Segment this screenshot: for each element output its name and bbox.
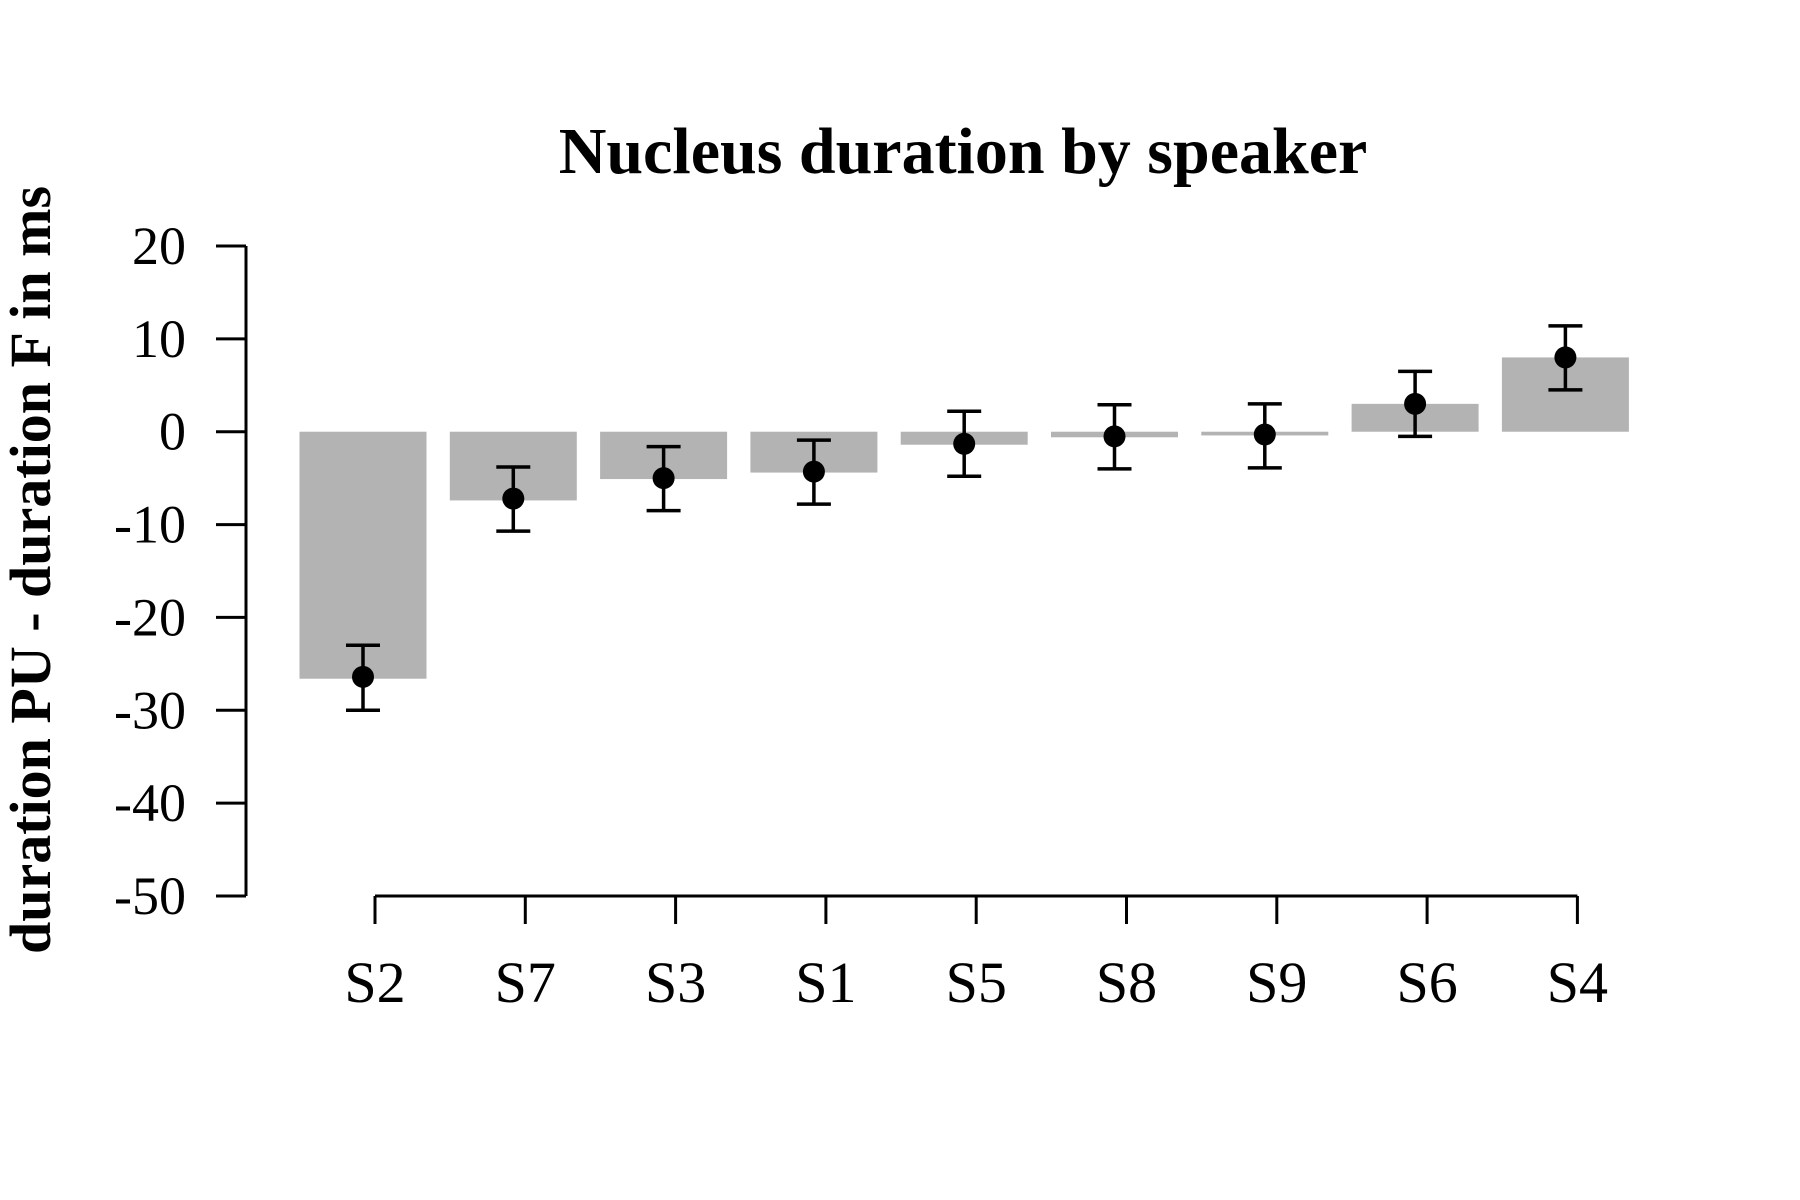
x-tick-label-s1: S1 bbox=[795, 950, 856, 1015]
points-layer bbox=[352, 346, 1577, 688]
y-tick-label: 20 bbox=[132, 216, 186, 276]
x-tick-label-s9: S9 bbox=[1246, 950, 1307, 1015]
point-s8 bbox=[1103, 425, 1126, 448]
x-tick-label-s2: S2 bbox=[344, 950, 405, 1015]
x-tick-label-s6: S6 bbox=[1396, 950, 1457, 1015]
y-tick-label: -10 bbox=[114, 495, 186, 555]
point-s7 bbox=[502, 487, 525, 510]
y-tick-label: 10 bbox=[132, 309, 186, 369]
y-tick-label: -40 bbox=[114, 773, 186, 833]
error-bars-layer bbox=[346, 324, 1583, 713]
x-axis: S2 S7 S3 S1 S5 S8 S9 S6 S4 bbox=[344, 894, 1608, 1015]
point-s3 bbox=[652, 467, 675, 490]
y-tick-label: -50 bbox=[114, 866, 186, 926]
y-tick-label: 0 bbox=[159, 402, 186, 462]
bar-s2 bbox=[299, 431, 427, 679]
y-tick-label: -30 bbox=[114, 680, 186, 740]
chart-title: Nucleus duration by speaker bbox=[559, 115, 1368, 188]
point-s2 bbox=[352, 665, 374, 688]
y-axis: 20 10 0 -10 -20 -30 -40 -50 bbox=[114, 216, 248, 926]
x-tick-label-s5: S5 bbox=[946, 950, 1007, 1015]
y-tick-label: -20 bbox=[114, 587, 186, 647]
bars-layer bbox=[299, 357, 1629, 679]
y-axis-label: duration PU - duration F in ms bbox=[0, 186, 63, 954]
point-s4 bbox=[1554, 346, 1577, 369]
point-s1 bbox=[802, 460, 825, 483]
point-s9 bbox=[1253, 423, 1276, 446]
point-s5 bbox=[953, 432, 976, 455]
x-tick-label-s8: S8 bbox=[1096, 950, 1157, 1015]
x-tick-label-s7: S7 bbox=[495, 950, 556, 1015]
x-tick-label-s3: S3 bbox=[645, 950, 706, 1015]
point-s6 bbox=[1404, 392, 1427, 415]
x-tick-label-s4: S4 bbox=[1547, 950, 1608, 1015]
